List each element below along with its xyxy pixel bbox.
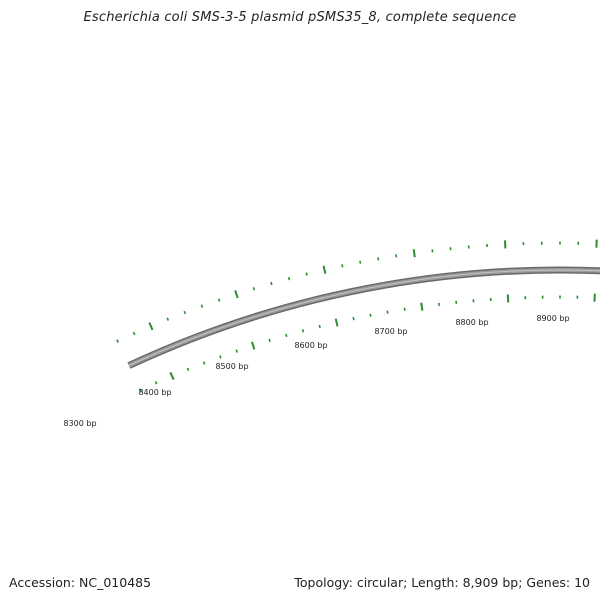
inner-track-tick	[334, 318, 339, 327]
outer-track-tick	[148, 322, 154, 331]
inner-track-tick	[219, 355, 222, 359]
inner-track-tick	[268, 338, 271, 343]
outer-track-tick	[200, 304, 204, 308]
inner-track-tick	[420, 302, 424, 311]
outer-track-tick	[341, 264, 344, 268]
position-label: 8500 bp	[215, 362, 248, 371]
inner-track-tick	[202, 361, 206, 365]
inner-track-tick	[285, 333, 288, 338]
summary-text: Topology: circular; Length: 8,909 bp; Ge…	[294, 575, 590, 590]
outer-track-tick	[359, 260, 362, 264]
outer-track-tick	[116, 339, 119, 343]
inner-track-tick	[138, 388, 142, 392]
inner-track-tick	[301, 329, 305, 333]
inner-track-tick	[235, 349, 238, 353]
position-label: 8700 bp	[374, 327, 407, 336]
plasmid-backbone	[127, 266, 600, 369]
position-label: 8400 bp	[138, 388, 171, 397]
inner-track-tick	[386, 310, 389, 314]
position-label: 8300 bp	[63, 419, 96, 428]
inner-track-tick	[352, 317, 355, 321]
outer-track-tick	[252, 287, 256, 291]
inner-track-tick	[318, 324, 321, 329]
outer-track-tick	[234, 290, 239, 299]
outer-track-tick	[305, 272, 308, 276]
position-label: 8900 bp	[536, 314, 569, 323]
outer-track-tick	[412, 249, 416, 258]
outer-track-tick	[132, 331, 136, 336]
inner-track-tick	[403, 307, 406, 311]
outer-track-tick	[287, 276, 291, 281]
outer-track-tick	[322, 265, 327, 274]
inner-track-tick	[154, 381, 158, 385]
inner-track-tick	[186, 367, 190, 371]
position-labels: 8300 bp 8400 bp 8500 bp 8600 bp 8700 bp 8800 …	[63, 314, 569, 428]
position-label: 8600 bp	[294, 341, 327, 350]
gene-tracks	[116, 239, 598, 392]
inner-track-tick	[369, 313, 372, 317]
inner-track-tick	[169, 371, 175, 381]
accession-text: Accession: NC_010485	[9, 575, 152, 590]
outer-track-tick	[270, 281, 273, 286]
outer-track-tick	[217, 298, 221, 302]
inner-track-tick	[250, 341, 256, 350]
outer-track-tick	[377, 257, 380, 261]
outer-track-tick	[183, 310, 187, 315]
outer-track-tick	[166, 317, 170, 321]
position-label: 8800 bp	[455, 318, 488, 327]
map-title: Escherichia coli SMS-3-5 plasmid pSMS35_…	[83, 10, 517, 25]
